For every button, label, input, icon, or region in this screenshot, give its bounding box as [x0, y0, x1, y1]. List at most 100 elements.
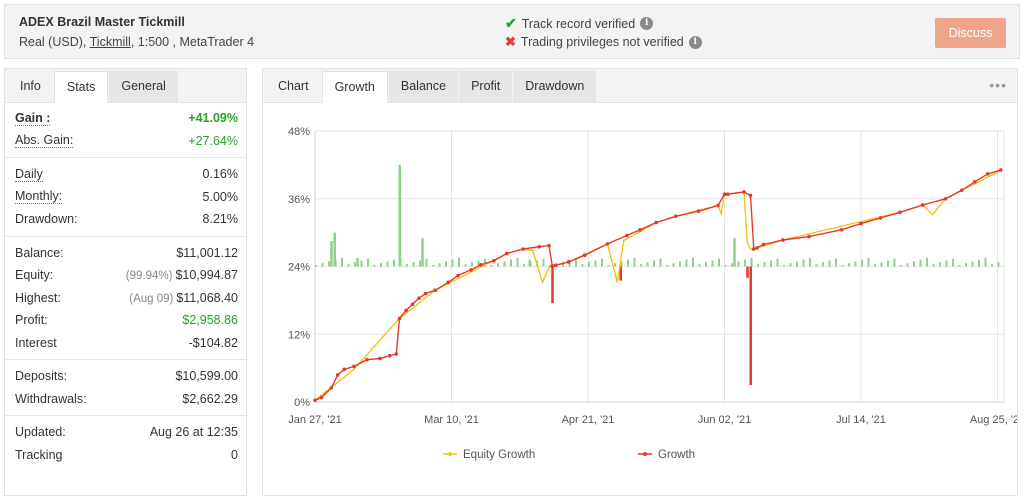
tab-stats[interactable]: Stats	[53, 71, 109, 103]
more-options-icon[interactable]: •••	[989, 77, 1007, 93]
y-tick-label: 36%	[288, 194, 310, 206]
daily-bar	[523, 264, 525, 267]
highest-value-group: (Aug 09) $11,068.40	[129, 291, 238, 305]
account-leverage-platform: , 1:500 , MetaTrader 4	[130, 35, 255, 49]
broker-link[interactable]: Tickmill	[89, 35, 131, 49]
discuss-button[interactable]: Discuss	[935, 18, 1006, 48]
daily-bar	[510, 259, 512, 267]
tab-drawdown[interactable]: Drawdown	[513, 71, 597, 102]
daily-bar	[551, 266, 554, 304]
legend-label: Equity Growth	[463, 449, 535, 461]
daily-bar	[750, 257, 753, 267]
series-point	[878, 216, 883, 220]
info-icon[interactable]: i	[640, 17, 654, 30]
series-point	[410, 302, 415, 307]
growth-chart-svg: 0% 12% 24% 36% 48% Jan 27, '21 Mar 10, '21 Apr …	[288, 126, 1024, 461]
daily-bar	[802, 259, 805, 267]
tab-info[interactable]: Info	[20, 79, 41, 93]
daily-bar	[731, 263, 733, 267]
series-point	[456, 273, 460, 278]
stat-row-highest: Highest: (Aug 09) $11,068.40	[15, 287, 238, 310]
legend-marker	[448, 452, 452, 456]
tab-growth[interactable]: Growth	[321, 71, 388, 103]
series-point	[696, 209, 701, 213]
daily-bar	[594, 260, 597, 267]
daily-bar	[451, 259, 454, 267]
daily-bar	[653, 260, 655, 267]
daily-bar	[432, 265, 434, 267]
daily-bar	[354, 262, 356, 267]
daily-bar	[776, 258, 779, 267]
series-point	[478, 263, 483, 267]
daily-bar	[913, 261, 915, 267]
series-point	[972, 180, 977, 184]
daily-bar	[932, 264, 935, 267]
abs-gain-label[interactable]: Abs. Gain:	[15, 133, 74, 149]
daily-bar	[848, 263, 850, 267]
daily-bar	[386, 261, 389, 267]
daily-bar	[398, 164, 401, 267]
series-point	[553, 263, 558, 268]
info-icon[interactable]: i	[688, 35, 702, 49]
chart-panel: Chart Growth Balance Profit Drawdown •••…	[262, 68, 1024, 496]
equity-value-group: (99.94%) $10,994.87	[126, 268, 238, 282]
legend-label: Growth	[658, 449, 695, 461]
tab-balance[interactable]: Balance	[388, 71, 459, 102]
tab-general[interactable]: General	[109, 71, 178, 102]
daily-bar	[640, 264, 642, 267]
series-point	[537, 244, 542, 249]
tab-chart[interactable]: Chart	[278, 79, 309, 93]
daily-bar	[822, 262, 824, 267]
daily-bar	[421, 238, 424, 267]
y-tick-label: 0%	[294, 397, 310, 409]
daily-bar	[854, 261, 857, 267]
stat-row-abs-gain: Abs. Gain: +27.64%	[15, 130, 238, 153]
y-tick-label: 24%	[288, 262, 310, 274]
gain-label[interactable]: Gain :	[15, 110, 51, 126]
account-title: ADEX Brazil Master Tickmill	[19, 15, 185, 29]
x-tick-label: Aug 25, '21	[970, 414, 1017, 426]
series-point	[319, 395, 324, 400]
divider	[5, 359, 246, 360]
series-point	[998, 168, 1003, 172]
daily-bar	[373, 265, 376, 267]
daily-bar	[497, 263, 499, 267]
growth-chart: 0% 12% 24% 36% 48% Jan 27, '21 Mar 10, '21 Apr …	[263, 104, 1024, 496]
stats-tabbar: Info Stats General	[5, 69, 246, 103]
highest-value: $11,068.40	[176, 290, 238, 305]
daily-bar	[380, 263, 382, 267]
daily-bar	[711, 260, 714, 267]
daily-bar	[874, 264, 876, 267]
series-point	[521, 247, 525, 251]
tab-profit[interactable]: Profit	[459, 71, 513, 102]
series-point	[365, 357, 369, 362]
daily-bar	[549, 265, 551, 267]
series-point	[417, 296, 421, 300]
x-tick-label: Mar 10, '21	[424, 414, 479, 426]
stat-row-monthly: Monthly: 5.00%	[15, 186, 238, 209]
equity-value: $10,994.87	[175, 268, 238, 283]
stat-row-interest: Interest -$104.82	[15, 332, 238, 355]
divider	[5, 157, 246, 158]
series-point	[898, 210, 902, 215]
daily-label[interactable]: Daily	[15, 166, 43, 182]
profit-label: Profit:	[15, 313, 48, 328]
series-point	[582, 253, 587, 258]
stat-row-balance: Balance: $11,001.12	[15, 242, 238, 265]
stats-panel: Info Stats General Gain : +41.09% Abs. G…	[4, 68, 247, 496]
series-point	[654, 220, 659, 225]
series-point	[959, 188, 964, 193]
abs-gain-value: +27.64%	[188, 133, 238, 148]
series-point	[716, 203, 720, 208]
stat-row-updated: Updated: Aug 26 at 12:35	[15, 421, 238, 444]
series-point	[446, 280, 451, 285]
monthly-label[interactable]: Monthly:	[15, 189, 63, 205]
daily-bar	[542, 258, 545, 267]
account-header: ADEX Brazil Master Tickmill Real (USD), …	[4, 4, 1020, 59]
series-point	[404, 308, 408, 313]
series-point	[352, 364, 356, 369]
interest-value: -$104.82	[188, 335, 238, 350]
x-tick-label: Jan 27, '21	[288, 414, 341, 426]
series-point	[342, 367, 347, 372]
daily-bar	[464, 264, 467, 267]
